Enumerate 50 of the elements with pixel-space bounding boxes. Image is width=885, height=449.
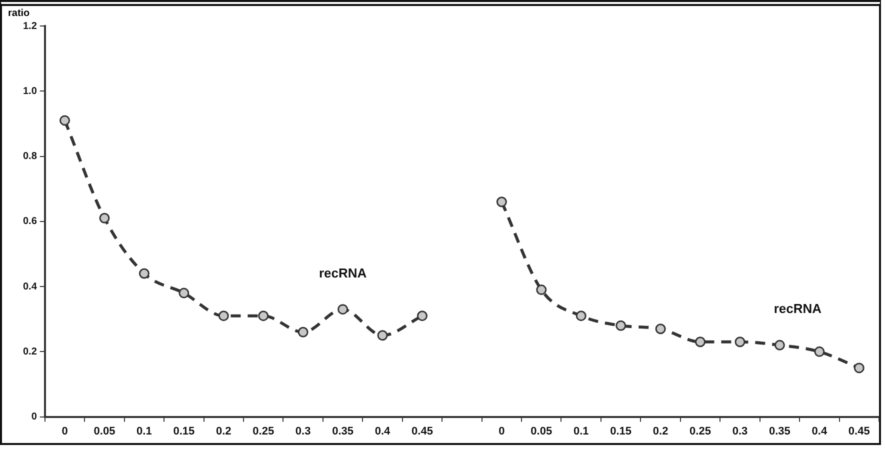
point bbox=[814, 346, 825, 357]
x-tick-label: 0.2 bbox=[652, 425, 668, 438]
y-tick-label: 0 bbox=[31, 412, 38, 423]
x-tick-label: 0.05 bbox=[94, 425, 116, 438]
x-tick-label: 0.2 bbox=[216, 425, 232, 438]
x-tick-label: 0.05 bbox=[530, 425, 552, 438]
point bbox=[655, 324, 666, 334]
x-tick-label: 0.15 bbox=[173, 425, 195, 438]
x-tick-label: 0.4 bbox=[812, 425, 828, 438]
point bbox=[536, 284, 547, 296]
point bbox=[99, 212, 110, 224]
x-tick-label: 0 bbox=[62, 425, 68, 438]
x-tick-label: 0.15 bbox=[610, 425, 632, 438]
point bbox=[496, 196, 507, 208]
x-tick-label: 0.4 bbox=[374, 425, 392, 438]
point bbox=[298, 326, 308, 338]
point bbox=[258, 310, 269, 322]
y-tick-label: 1.2 bbox=[22, 20, 38, 32]
y-tick-label: 0.8 bbox=[22, 151, 38, 162]
point bbox=[338, 304, 348, 315]
point bbox=[138, 268, 150, 279]
x-tick-label: 0.35 bbox=[768, 425, 790, 438]
x-tick-label: 0.35 bbox=[332, 425, 354, 438]
x-tick-label: 0.45 bbox=[848, 425, 870, 438]
y-tick-label: 0.6 bbox=[22, 216, 38, 228]
series-label: recRNA bbox=[774, 301, 822, 316]
y-tick-label: 1.0 bbox=[22, 86, 38, 97]
point bbox=[854, 362, 864, 374]
x-tick-label: 0.3 bbox=[732, 425, 748, 438]
x-tick-label: 0.1 bbox=[136, 425, 152, 438]
point bbox=[178, 288, 190, 298]
x-tick-label: 0.25 bbox=[690, 425, 711, 438]
x-tick-label: 0.3 bbox=[295, 425, 311, 438]
x-tick-label: 0.1 bbox=[573, 425, 589, 438]
x-tick-label: 0.25 bbox=[252, 425, 274, 438]
point bbox=[218, 310, 229, 322]
point bbox=[576, 310, 586, 322]
text: recRNA bbox=[318, 265, 368, 280]
point bbox=[60, 115, 70, 126]
point bbox=[734, 336, 746, 348]
y-axis-title: ratio bbox=[8, 8, 30, 19]
point bbox=[695, 336, 706, 348]
point bbox=[616, 320, 626, 331]
point bbox=[774, 340, 785, 350]
y-tick-label: 0.4 bbox=[22, 281, 38, 292]
point bbox=[377, 330, 388, 341]
x-tick-label: 0 bbox=[498, 425, 505, 438]
y-tick-label: 0.2 bbox=[22, 346, 38, 358]
x-tick-label: 0.45 bbox=[412, 425, 433, 438]
point bbox=[416, 310, 428, 322]
